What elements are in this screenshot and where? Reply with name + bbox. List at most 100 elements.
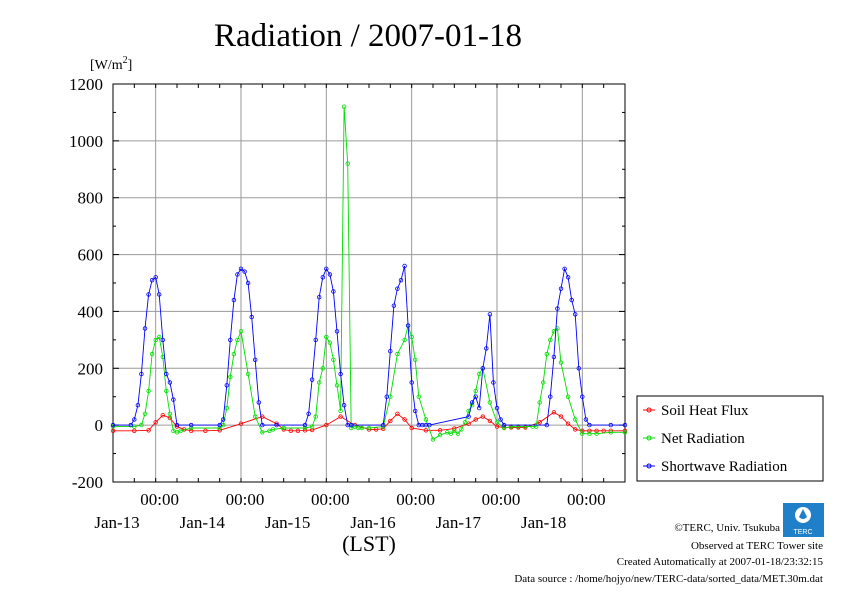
data-point: [320, 366, 325, 371]
data-point: [413, 357, 418, 362]
data-point: [548, 337, 553, 343]
data-point: [391, 303, 397, 308]
data-point: [473, 394, 478, 399]
data-point: [238, 421, 244, 426]
legend-label: Soil Heat Flux: [661, 403, 749, 419]
data-point: [110, 422, 116, 428]
data-point: [437, 428, 443, 433]
data-point: [480, 414, 485, 419]
data-point: [349, 425, 354, 431]
data-point: [409, 380, 414, 385]
data-point: [160, 337, 165, 343]
data-point: [537, 420, 542, 425]
data-point: [395, 351, 400, 357]
data-point: [324, 266, 329, 271]
data-point: [249, 314, 254, 320]
data-point: [349, 422, 354, 428]
data-point: [228, 374, 233, 379]
data-point: [544, 351, 549, 357]
data-point: [220, 417, 226, 422]
data-point: [395, 411, 400, 416]
data-point: [317, 380, 322, 385]
source-text: Data source : /home/hojyo/new/TERC-data/…: [514, 573, 823, 585]
data-point: [302, 425, 308, 431]
data-point: [544, 422, 549, 428]
data-point: [320, 275, 325, 280]
data-point: [537, 400, 542, 405]
data-point: [494, 420, 500, 425]
data-point: [324, 334, 329, 340]
data-point: [366, 425, 372, 431]
data-point: [313, 414, 318, 419]
data-point: [487, 312, 493, 317]
data-point: [156, 334, 162, 340]
data-point: [174, 430, 180, 435]
data-point: [437, 432, 443, 438]
y-tick-label: 1200: [69, 75, 103, 94]
data-point: [430, 437, 436, 442]
data-point: [573, 417, 578, 422]
data-point: [487, 400, 493, 405]
x-tick-time-label: 00:00: [482, 490, 521, 509]
data-point: [594, 428, 599, 433]
series-soil-heat-flux: [110, 410, 628, 433]
data-point: [224, 383, 229, 388]
y-tick-label: 800: [78, 189, 104, 208]
data-point: [188, 425, 194, 431]
data-point: [302, 428, 308, 433]
series-shortwave-radiation: [110, 263, 628, 428]
data-point: [388, 418, 393, 424]
y-tick-label: 200: [78, 359, 104, 378]
data-point: [260, 430, 265, 435]
data-point: [309, 424, 315, 429]
legend-marker: [646, 463, 652, 469]
data-point: [341, 403, 347, 408]
data-point: [622, 422, 628, 428]
data-point: [295, 428, 301, 433]
data-point: [252, 357, 258, 362]
data-point: [334, 329, 340, 334]
drop-icon: [799, 509, 807, 519]
data-point: [188, 422, 194, 428]
data-point: [388, 349, 393, 354]
grid-lines: [113, 83, 625, 483]
data-point: [267, 428, 272, 433]
data-point: [256, 400, 261, 405]
data-point: [573, 427, 578, 432]
plot-area: [112, 83, 626, 483]
x-tick-date-label: Jan-14: [180, 513, 226, 532]
data-point: [558, 360, 564, 365]
data-point: [580, 431, 585, 436]
y-tick-label: 1000: [69, 132, 103, 151]
data-point: [416, 394, 421, 399]
data-point: [132, 424, 137, 429]
data-point: [338, 414, 343, 419]
data-point: [270, 427, 276, 432]
data-point: [459, 427, 464, 432]
site-text: Observed at TERC Tower site: [691, 540, 823, 552]
series-net-radiation: [110, 104, 628, 442]
y-tick-label: 0: [95, 416, 104, 435]
data-point: [188, 428, 194, 433]
data-point: [260, 414, 265, 419]
data-point: [160, 413, 165, 418]
data-point: [238, 329, 244, 334]
data-point: [331, 357, 336, 362]
data-point: [480, 366, 485, 371]
y-axis: -200 0 200 400 600 800 1000 1200: [69, 75, 625, 492]
data-point: [583, 417, 589, 422]
data-point: [587, 428, 592, 433]
y-tick-label: 600: [78, 246, 104, 265]
data-point: [281, 425, 286, 431]
data-point: [139, 371, 144, 377]
data-point: [238, 266, 244, 271]
x-tick-time-label: 00:00: [396, 490, 435, 509]
x-tick-date-label: Jan-16: [350, 513, 395, 532]
data-point: [338, 371, 343, 377]
data-point: [167, 411, 173, 416]
data-point: [608, 422, 613, 428]
data-point: [473, 417, 478, 422]
series-line: [113, 265, 625, 426]
data-point: [384, 394, 389, 399]
data-point: [235, 272, 240, 277]
